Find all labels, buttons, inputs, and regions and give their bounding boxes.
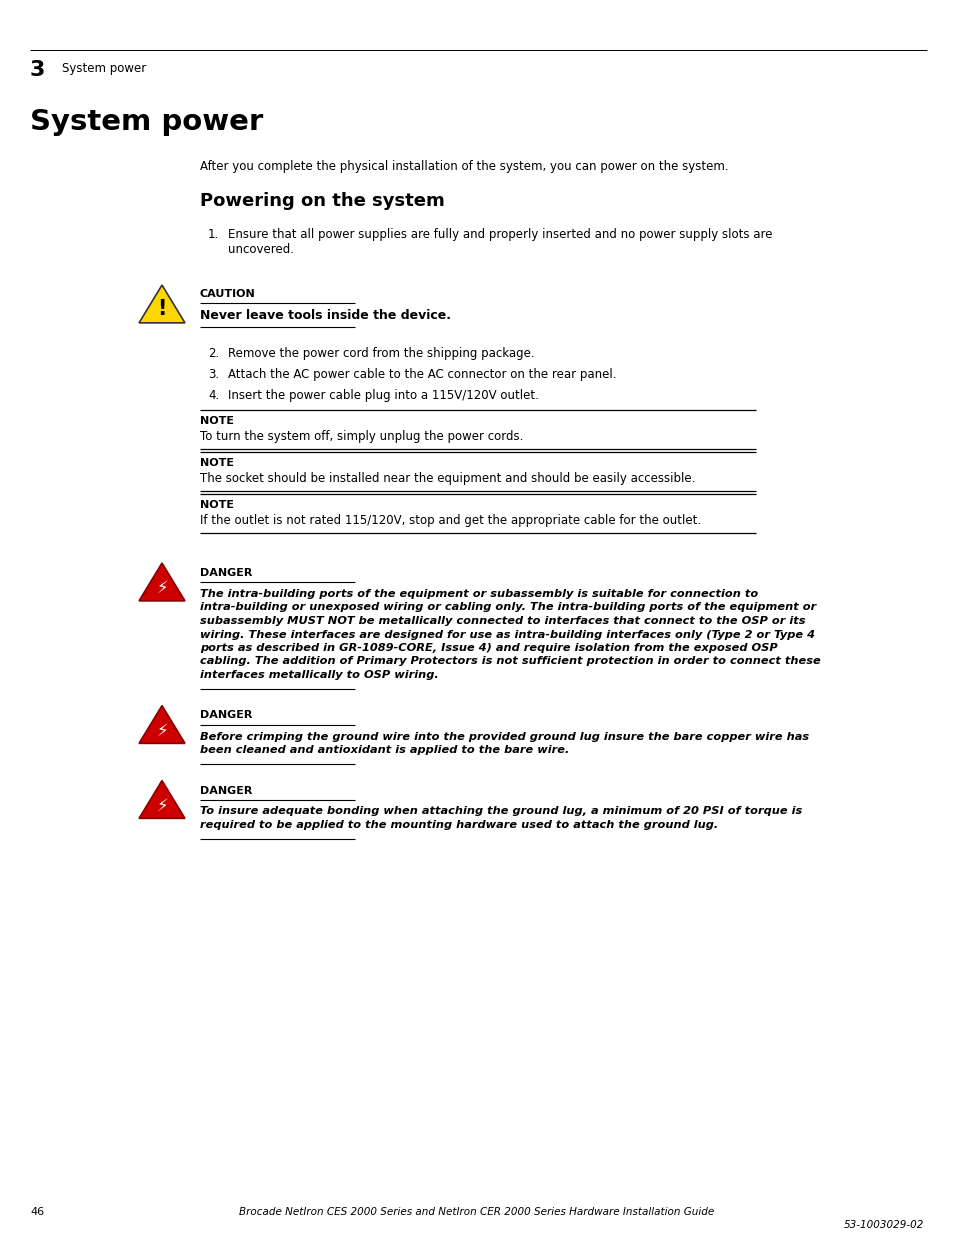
Text: interfaces metallically to OSP wiring.: interfaces metallically to OSP wiring. — [200, 671, 438, 680]
Text: CAUTION: CAUTION — [200, 289, 255, 299]
Text: NOTE: NOTE — [200, 500, 233, 510]
Text: 2.: 2. — [208, 347, 219, 359]
Polygon shape — [139, 705, 185, 743]
Text: 3: 3 — [30, 61, 46, 80]
Text: ⚡: ⚡ — [156, 721, 168, 740]
Text: !: ! — [157, 299, 167, 320]
Text: NOTE: NOTE — [200, 416, 233, 426]
Text: DANGER: DANGER — [200, 710, 253, 720]
Text: Insert the power cable plug into a 115V/120V outlet.: Insert the power cable plug into a 115V/… — [228, 389, 538, 403]
Text: cabling. The addition of Primary Protectors is not sufficient protection in orde: cabling. The addition of Primary Protect… — [200, 657, 820, 667]
Text: The intra-building ports of the equipment or subassembly is suitable for connect: The intra-building ports of the equipmen… — [200, 589, 758, 599]
Text: Attach the AC power cable to the AC connector on the rear panel.: Attach the AC power cable to the AC conn… — [228, 368, 616, 382]
Text: Powering on the system: Powering on the system — [200, 191, 444, 210]
Text: Brocade NetIron CES 2000 Series and NetIron CER 2000 Series Hardware Installatio: Brocade NetIron CES 2000 Series and NetI… — [239, 1207, 714, 1216]
Text: subassembly MUST NOT be metallically connected to interfaces that connect to the: subassembly MUST NOT be metallically con… — [200, 616, 804, 626]
Text: DANGER: DANGER — [200, 785, 253, 795]
Text: 3.: 3. — [208, 368, 219, 382]
Text: 4.: 4. — [208, 389, 219, 403]
Text: intra-building or unexposed wiring or cabling only. The intra-building ports of : intra-building or unexposed wiring or ca… — [200, 603, 816, 613]
Text: uncovered.: uncovered. — [228, 243, 294, 256]
Text: 46: 46 — [30, 1207, 44, 1216]
Text: required to be applied to the mounting hardware used to attach the ground lug.: required to be applied to the mounting h… — [200, 820, 718, 830]
Text: NOTE: NOTE — [200, 458, 233, 468]
Text: ⚡: ⚡ — [156, 797, 168, 815]
Text: been cleaned and antioxidant is applied to the bare wire.: been cleaned and antioxidant is applied … — [200, 745, 569, 755]
Text: System power: System power — [62, 62, 146, 75]
Polygon shape — [139, 285, 185, 322]
Text: 1.: 1. — [208, 228, 219, 241]
Text: If the outlet is not rated 115/120V, stop and get the appropriate cable for the : If the outlet is not rated 115/120V, sto… — [200, 514, 700, 527]
Text: DANGER: DANGER — [200, 568, 253, 578]
Text: ⚡: ⚡ — [156, 579, 168, 598]
Polygon shape — [139, 563, 185, 601]
Text: 53-1003029-02: 53-1003029-02 — [842, 1220, 923, 1230]
Text: Remove the power cord from the shipping package.: Remove the power cord from the shipping … — [228, 347, 534, 359]
Text: After you complete the physical installation of the system, you can power on the: After you complete the physical installa… — [200, 161, 728, 173]
Text: Ensure that all power supplies are fully and properly inserted and no power supp: Ensure that all power supplies are fully… — [228, 228, 772, 241]
Text: wiring. These interfaces are designed for use as intra-building interfaces only : wiring. These interfaces are designed fo… — [200, 630, 814, 640]
Text: System power: System power — [30, 107, 263, 136]
Text: The socket should be installed near the equipment and should be easily accessibl: The socket should be installed near the … — [200, 472, 695, 485]
Text: Never leave tools inside the device.: Never leave tools inside the device. — [200, 309, 451, 322]
Text: Before crimping the ground wire into the provided ground lug insure the bare cop: Before crimping the ground wire into the… — [200, 731, 808, 741]
Text: To insure adequate bonding when attaching the ground lug, a minimum of 20 PSI of: To insure adequate bonding when attachin… — [200, 806, 801, 816]
Polygon shape — [139, 781, 185, 819]
Text: To turn the system off, simply unplug the power cords.: To turn the system off, simply unplug th… — [200, 430, 523, 443]
Text: ports as described in GR-1089-CORE, Issue 4) and require isolation from the expo: ports as described in GR-1089-CORE, Issu… — [200, 643, 777, 653]
